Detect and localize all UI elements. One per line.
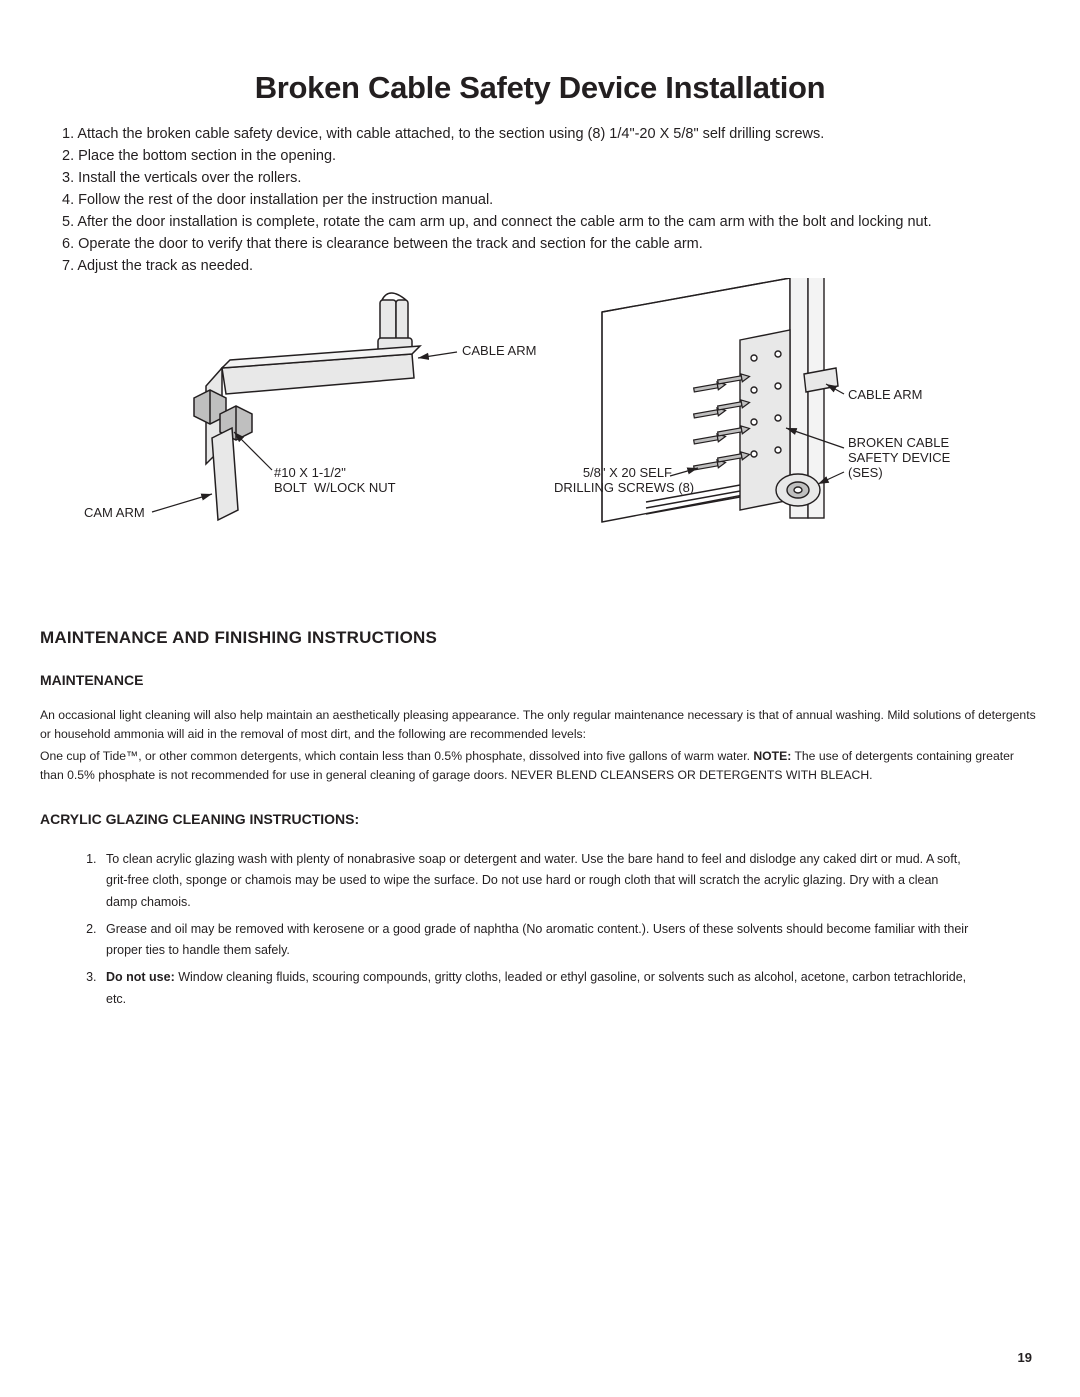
- safety-device-diagram-icon: [542, 278, 1062, 538]
- label-bolt: #10 X 1-1/2" BOLT W/LOCK NUT: [274, 466, 396, 496]
- label-cam-arm: CAM ARM: [84, 506, 145, 521]
- maintenance-paragraph: An occasional light cleaning will also h…: [40, 706, 1040, 745]
- maintenance-subheading: MAINTENANCE: [40, 672, 1040, 688]
- maintenance-text: One cup of Tide™, or other common deterg…: [40, 749, 753, 763]
- cable-arm-diagram-icon: [62, 278, 542, 538]
- acrylic-subheading: ACRYLIC GLAZING CLEANING INSTRUCTIONS:: [40, 811, 1040, 827]
- figure-right: CABLE ARM BROKEN CABLE SAFETY DEVICE (SE…: [542, 278, 1062, 538]
- step-item: 4. Follow the rest of the door installat…: [62, 190, 1018, 211]
- step-item: 2. Place the bottom section in the openi…: [62, 146, 1018, 167]
- label-cable-arm: CABLE ARM: [462, 344, 536, 359]
- label-cable-arm-right: CABLE ARM: [848, 388, 922, 403]
- figures-row: CABLE ARM #10 X 1-1/2" BOLT W/LOCK NUT C…: [62, 278, 1018, 538]
- note-label: NOTE:: [753, 749, 791, 763]
- label-safety-device: BROKEN CABLE SAFETY DEVICE (SES): [848, 436, 950, 481]
- page-number: 19: [1018, 1350, 1032, 1365]
- installation-steps: 1. Attach the broken cable safety device…: [62, 124, 1018, 277]
- do-not-use-label: Do not use:: [106, 970, 175, 984]
- maintenance-paragraph: One cup of Tide™, or other common deterg…: [40, 747, 1040, 786]
- list-item: To clean acrylic glazing wash with plent…: [100, 849, 970, 913]
- step-item: 6. Operate the door to verify that there…: [62, 234, 1018, 255]
- page-title: Broken Cable Safety Device Installation: [40, 70, 1040, 106]
- label-screws: 5/8" X 20 SELF DRILLING SCREWS (8): [554, 466, 672, 496]
- step-item: 1. Attach the broken cable safety device…: [62, 124, 1018, 145]
- step-item: 5. After the door installation is comple…: [62, 212, 1018, 233]
- maintenance-heading: MAINTENANCE AND FINISHING INSTRUCTIONS: [40, 628, 1040, 648]
- list-item: Grease and oil may be removed with keros…: [100, 919, 970, 962]
- acrylic-list: To clean acrylic glazing wash with plent…: [100, 849, 970, 1010]
- list-item-text: Window cleaning fluids, scouring compoun…: [106, 970, 966, 1005]
- step-item: 7. Adjust the track as needed.: [62, 256, 1018, 277]
- figure-left: CABLE ARM #10 X 1-1/2" BOLT W/LOCK NUT C…: [62, 278, 542, 538]
- list-item: Do not use: Window cleaning fluids, scou…: [100, 967, 970, 1010]
- step-item: 3. Install the verticals over the roller…: [62, 168, 1018, 189]
